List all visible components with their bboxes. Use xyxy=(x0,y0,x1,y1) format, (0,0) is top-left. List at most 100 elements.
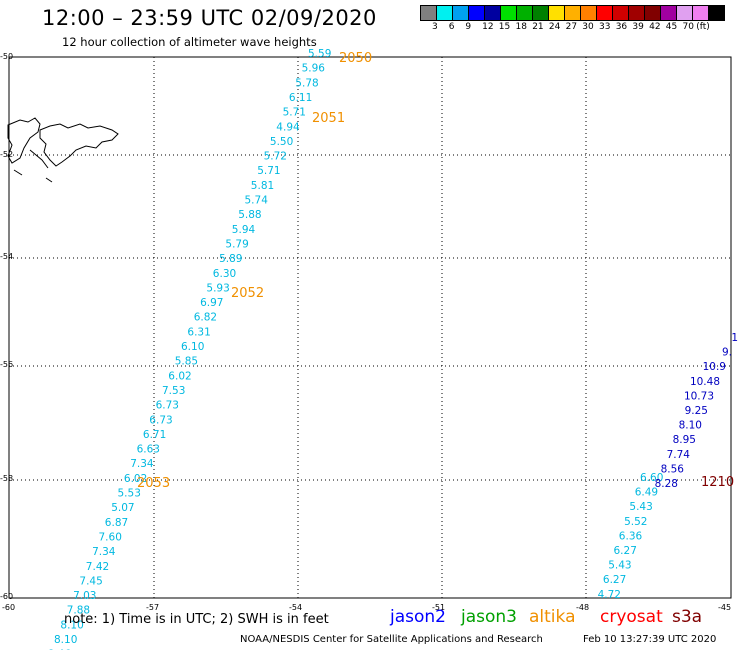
wave-height-value: 6.27 xyxy=(614,545,637,557)
lon-label: -45 xyxy=(718,603,732,612)
wave-height-value: 5.94 xyxy=(232,224,256,236)
pass-time-label: 2050 xyxy=(339,51,372,66)
legend-label: 45 xyxy=(665,22,678,32)
color-legend-labels: 3 6 9 12 15 18 21 24 27 30 33 36 39 42 45 70 (ft) xyxy=(421,22,740,34)
lon-label: -51 xyxy=(432,603,446,612)
wave-height-value: 6.87 xyxy=(105,517,128,529)
wave-height-value: 10.73 xyxy=(684,390,714,402)
wave-height-value: 8.10 xyxy=(679,420,702,432)
generated-timestamp: Feb 10 13:27:39 UTC 2020 xyxy=(583,634,717,645)
wave-height-value: 10.48 xyxy=(690,376,720,388)
wave-height-value: 6.11 xyxy=(289,92,312,104)
wave-height-value: 7.34 xyxy=(92,546,116,558)
wave-height-value: 5.43 xyxy=(629,501,652,513)
wave-height-value: 6.97 xyxy=(200,297,223,309)
legend-label: 9 xyxy=(465,22,472,32)
map-subtitle: 12 hour collection of altimeter wave hei… xyxy=(62,35,317,49)
coast-inlet-detail xyxy=(13,149,53,183)
satellite-name-altika: altika xyxy=(529,607,576,627)
legend-label: 21 xyxy=(532,22,544,32)
wave-height-value: 5.93 xyxy=(206,282,229,294)
wave-height-value: 5.52 xyxy=(624,516,647,528)
lon-label: -57 xyxy=(146,603,160,612)
map-border xyxy=(8,56,732,599)
wave-height-value: 7.34 xyxy=(130,458,154,470)
wave-height-value: 5.88 xyxy=(238,209,261,221)
lon-label: -48 xyxy=(576,603,590,612)
lon-label: -60 xyxy=(2,603,16,612)
wave-height-value: 7.74 xyxy=(667,449,691,461)
satellite-name-jason3: jason3 xyxy=(461,607,517,627)
wave-height-value: 6.30 xyxy=(213,268,236,280)
satellite-name-s3a: s3a xyxy=(672,607,703,627)
legend-label: 30 xyxy=(582,22,594,32)
legend-label: 33 xyxy=(599,22,611,32)
legend-label: 70 xyxy=(682,22,694,32)
wave-height-value: 9. xyxy=(722,347,732,359)
wave-height-value: 7.03 xyxy=(73,590,96,602)
wave-height-value: 5.59 xyxy=(308,48,331,60)
wave-height-value: 6.71 xyxy=(143,429,166,441)
satellite-name-jason2: jason2 xyxy=(390,607,446,627)
wave-height-value: 5.78 xyxy=(295,77,318,89)
legend-label: 18 xyxy=(515,22,527,32)
wave-height-value: 5.74 xyxy=(245,195,269,207)
wave-height-value: 5.71 xyxy=(283,107,306,119)
wave-height-value: 5.81 xyxy=(251,180,274,192)
pass-time-label: 2052 xyxy=(231,286,264,301)
legend-label: 15 xyxy=(498,22,511,32)
wave-height-value: 6.27 xyxy=(603,574,626,586)
wave-height-value: 8.28 xyxy=(655,478,678,490)
legend-label: 6 xyxy=(448,22,455,32)
wave-height-value: 4.94 xyxy=(276,121,300,133)
map-title: 12:00 – 23:59 UTC 02/09/2020 xyxy=(42,6,377,30)
wave-height-value: 6.73 xyxy=(156,400,179,412)
wave-height-value: 6.10 xyxy=(181,341,204,353)
wave-height-value: 5.50 xyxy=(270,136,293,148)
wave-height-value: 5.72 xyxy=(264,151,287,163)
wave-height-value: 4.72 xyxy=(598,589,621,601)
wave-height-value: 7.53 xyxy=(162,385,185,397)
wave-height-value: 5.96 xyxy=(302,63,326,75)
color-legend xyxy=(420,5,725,21)
legend-label: 12 xyxy=(482,22,494,32)
wave-height-value: 5.85 xyxy=(175,356,198,368)
wave-height-value: 6.82 xyxy=(194,312,217,324)
credit-line: NOAA/NESDIS Center for Satellite Applica… xyxy=(240,634,543,645)
wave-height-value: 10.9 xyxy=(703,361,726,373)
legend-label: 39 xyxy=(632,22,644,32)
pass-time-label: 2053 xyxy=(137,476,170,491)
wave-height-value: 8.46 xyxy=(48,649,72,650)
pass-time-label: 1210 xyxy=(701,475,734,490)
legend-label: (ft) xyxy=(696,22,710,32)
wave-height-value: 8.95 xyxy=(673,434,696,446)
wave-height-value: 8.56 xyxy=(661,463,685,475)
wave-height-value: 5.53 xyxy=(118,488,141,500)
wave-height-value: 7.42 xyxy=(86,561,109,573)
wave-height-value: 6.36 xyxy=(619,530,643,542)
units-note: note: 1) Time is in UTC; 2) SWH is in fe… xyxy=(64,612,329,627)
wave-height-value: 5.43 xyxy=(608,560,631,572)
legend-label: 27 xyxy=(565,22,578,32)
lon-label: -54 xyxy=(289,603,303,612)
wave-height-value: 6.31 xyxy=(187,326,210,338)
legend-label: 3 xyxy=(432,22,438,32)
lat-label: -58 xyxy=(0,474,14,483)
legend-label: 24 xyxy=(548,22,561,32)
legend-label: 36 xyxy=(615,22,628,32)
wave-height-value: 6.60 xyxy=(640,472,663,484)
wave-height-value: 7.45 xyxy=(79,575,102,587)
wave-height-value: 6.73 xyxy=(149,414,172,426)
lat-label: -54 xyxy=(0,252,14,261)
west-falkland-shape xyxy=(7,117,41,164)
lat-label: -50 xyxy=(0,52,14,61)
falkland-islands-coastline xyxy=(7,117,119,183)
wave-height-value: 6.02 xyxy=(124,473,147,485)
wave-height-value: 7.88 xyxy=(67,605,90,617)
wave-height-value: 5.89 xyxy=(219,253,242,265)
grid-lines xyxy=(8,56,732,599)
wave-height-value: 6.49 xyxy=(635,487,658,499)
wave-height-value: 9.25 xyxy=(685,405,708,417)
pass-time-label: 2051 xyxy=(312,111,345,126)
